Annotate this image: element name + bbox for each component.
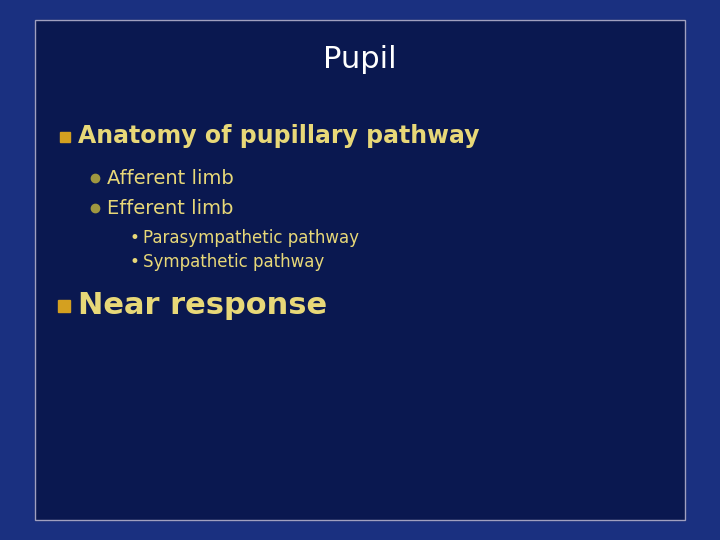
- Bar: [58, 300, 70, 312]
- Text: Anatomy of pupillary pathway: Anatomy of pupillary pathway: [78, 124, 480, 148]
- Bar: [60, 132, 70, 142]
- Text: Pupil: Pupil: [323, 45, 397, 75]
- Text: Near response: Near response: [78, 291, 327, 320]
- Text: •: •: [130, 229, 140, 247]
- Text: Parasympathetic pathway: Parasympathetic pathway: [143, 229, 359, 247]
- Text: Sympathetic pathway: Sympathetic pathway: [143, 253, 324, 271]
- Text: •: •: [130, 253, 140, 271]
- Text: Efferent limb: Efferent limb: [107, 199, 233, 218]
- Text: Afferent limb: Afferent limb: [107, 168, 234, 187]
